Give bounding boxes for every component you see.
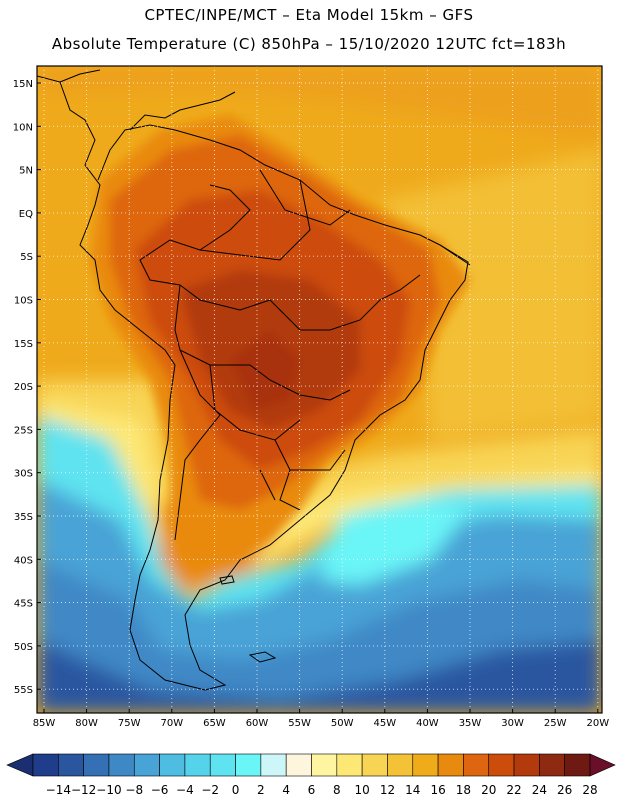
colorbar-label: 26	[557, 783, 572, 797]
colorbar-swatch	[361, 753, 388, 777]
lat-tick-label: 15S	[14, 339, 33, 350]
colorbar-over-arrow	[589, 753, 616, 777]
lat-tick-label: 15N	[13, 79, 33, 90]
colorbar-label: −8	[125, 783, 143, 797]
colorbar-label: 18	[456, 783, 471, 797]
colorbar-swatch	[285, 753, 312, 777]
colorbar-label: 14	[405, 783, 420, 797]
lon-tick-label: 20W	[586, 718, 609, 729]
colorbar-label: 16	[430, 783, 445, 797]
lon-tick-label: 30W	[501, 718, 524, 729]
colorbar-swatch	[235, 753, 262, 777]
colorbar-label: −12	[71, 783, 96, 797]
colorbar-swatch	[513, 753, 540, 777]
colorbar-label: −14	[46, 783, 71, 797]
lon-tick-label: 75W	[118, 718, 141, 729]
lat-tick-label: 20S	[14, 382, 33, 393]
lon-tick-label: 55W	[288, 718, 311, 729]
colorbar-swatch	[539, 753, 565, 777]
colorbar-swatch	[209, 753, 236, 777]
temperature-field	[37, 66, 602, 713]
colorbar-under-arrow	[6, 753, 34, 777]
colorbar-label: 0	[232, 783, 240, 797]
colorbar-swatch	[108, 753, 135, 777]
lon-tick-label: 85W	[33, 718, 56, 729]
lat-tick-label: 55S	[14, 685, 33, 696]
lon-tick-label: 70W	[160, 718, 183, 729]
colorbar-label: 24	[532, 783, 547, 797]
lat-tick-label: 35S	[14, 512, 33, 523]
colorbar-label: 22	[506, 783, 521, 797]
chart-title-line2: Absolute Temperature (C) 850hPa – 15/10/…	[51, 35, 567, 53]
colorbar-swatch	[58, 753, 84, 777]
longitude-axis: 85W 80W 75W 70W 65W 60W 55W 50W 45W 40W 35W 30W 25W 2…	[33, 709, 609, 729]
lat-tick-label: 40S	[14, 555, 33, 566]
colorbar-swatch	[133, 753, 160, 777]
colorbar-swatch	[336, 753, 363, 777]
colorbar-swatch	[32, 753, 59, 777]
colorbar: −14 −12 −10 −8 −6 −4 −2 0 2 4 6 8 10 12 14 16 18 20 22 24 26…	[6, 753, 616, 797]
colorbar-swatch	[564, 753, 591, 777]
map-frame	[36, 65, 603, 714]
colorbar-swatch	[412, 753, 439, 777]
colorbar-label: 6	[308, 783, 316, 797]
lat-tick-label: 30S	[14, 469, 33, 480]
lat-tick-label: 10N	[13, 122, 33, 133]
coastline-and-borders	[37, 69, 471, 691]
lon-tick-label: 65W	[203, 718, 226, 729]
colorbar-label: 4	[282, 783, 290, 797]
colorbar-swatch	[159, 753, 186, 777]
colorbar-swatch	[488, 753, 515, 777]
latitude-axis: 15N 10N 5N EQ 5S 10S 15S 20S 25S 30S 35S 40S 45S 50S 5…	[13, 79, 41, 696]
lon-tick-label: 45W	[373, 718, 396, 729]
colorbar-label: −2	[201, 783, 219, 797]
colorbar-label: 28	[582, 783, 597, 797]
lon-tick-label: 35W	[459, 718, 482, 729]
colorbar-swatch	[260, 753, 287, 777]
lon-tick-label: 50W	[331, 718, 354, 729]
chart-title-line1: CPTEC/INPE/MCT – Eta Model 15km – GFS	[144, 6, 474, 24]
colorbar-label: −10	[96, 783, 121, 797]
lon-tick-label: 25W	[544, 718, 567, 729]
colorbar-swatch	[437, 753, 464, 777]
colorbar-swatch	[184, 753, 211, 777]
lat-tick-label: 10S	[14, 296, 33, 307]
colorbar-label: 20	[481, 783, 496, 797]
lat-tick-label: 50S	[14, 642, 33, 653]
colorbar-label: 8	[333, 783, 341, 797]
lon-tick-label: 60W	[246, 718, 269, 729]
colorbar-swatch	[387, 753, 414, 777]
lat-tick-label: 5N	[19, 166, 33, 177]
lat-tick-label: 45S	[14, 599, 33, 610]
colorbar-swatch	[83, 753, 110, 777]
lat-tick-label: EQ	[19, 209, 33, 220]
colorbar-swatch	[463, 753, 490, 777]
lon-tick-label: 40W	[416, 718, 439, 729]
lat-tick-label: 5S	[20, 252, 33, 263]
colorbar-label: −6	[151, 783, 169, 797]
colorbar-label: 12	[380, 783, 395, 797]
colorbar-label: 2	[257, 783, 265, 797]
colorbar-label: 10	[354, 783, 369, 797]
colorbar-label: −4	[176, 783, 194, 797]
colorbar-swatch	[311, 753, 338, 777]
lat-tick-label: 25S	[14, 425, 33, 436]
lon-tick-label: 80W	[75, 718, 98, 729]
